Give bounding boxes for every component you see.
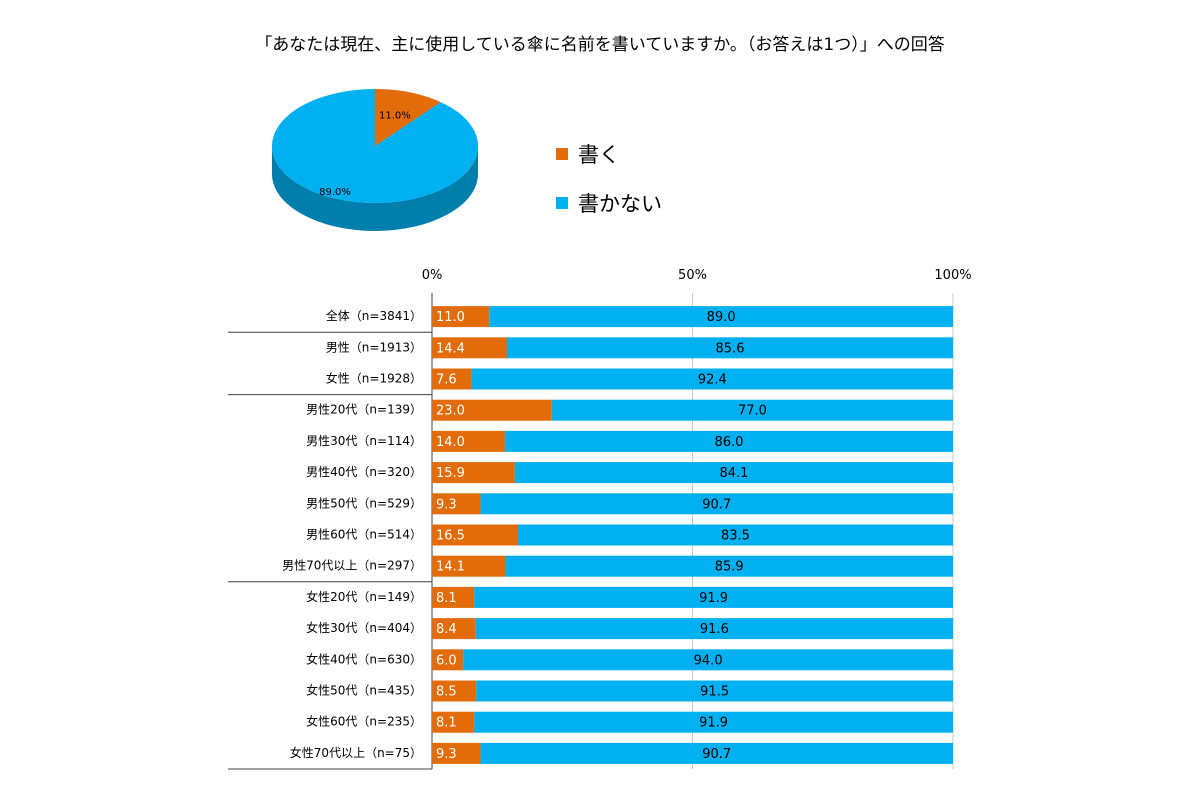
bar-kaku-1 — [432, 337, 508, 359]
bar-value-kakanai-3: 77.0 — [738, 404, 767, 419]
bar-kakanai-3 — [551, 399, 953, 421]
category-label-7: 男性60代（n=514） — [306, 528, 422, 542]
bar-kaku-8 — [432, 555, 506, 577]
bar-kaku-10 — [432, 618, 476, 640]
pie-side-wall — [272, 146, 478, 231]
bar-kakanai-7 — [517, 524, 953, 546]
bar-value-kakanai-5: 84.1 — [719, 466, 748, 481]
bar-value-kaku-4: 14.0 — [436, 435, 465, 450]
bar-value-kakanai-10: 91.6 — [700, 622, 729, 637]
category-label-3: 男性20代（n=139） — [306, 403, 422, 417]
bar-kakanai-9 — [474, 586, 953, 608]
bar-kakanai-0 — [489, 306, 953, 328]
bar-value-kakanai-4: 86.0 — [714, 435, 743, 450]
bar-kaku-12 — [432, 680, 477, 702]
bar-value-kakanai-6: 90.7 — [702, 497, 731, 512]
bar-kakanai-11 — [463, 649, 953, 671]
pie-label-0: 11.0% — [379, 110, 411, 121]
pie-slice-1 — [272, 89, 478, 203]
bar-kaku-13 — [432, 711, 475, 733]
bar-kaku-3 — [432, 399, 552, 421]
bar-value-kakanai-7: 83.5 — [721, 529, 750, 544]
category-label-5: 男性40代（n=320） — [306, 465, 422, 479]
category-label-10: 女性30代（n=404） — [306, 620, 422, 635]
legend: 書く 書かない — [556, 140, 662, 238]
bar-value-kaku-11: 6.0 — [436, 653, 457, 668]
x-tick-label-0: 0% — [422, 268, 443, 283]
legend-swatch-kakanai — [556, 197, 568, 209]
pie-slice-0 — [375, 89, 441, 146]
legend-item-kaku: 書く — [556, 140, 662, 168]
bar-value-kakanai-0: 89.0 — [707, 310, 736, 325]
x-tick-label-1: 50% — [678, 268, 707, 283]
bar-kaku-9 — [432, 586, 475, 608]
bar-kakanai-4 — [504, 430, 953, 452]
legend-item-kakanai: 書かない — [556, 189, 662, 217]
bar-value-kakanai-1: 85.6 — [716, 341, 745, 356]
bar-kakanai-1 — [507, 337, 953, 359]
bar-kakanai-5 — [514, 462, 953, 484]
category-label-9: 女性20代（n=149） — [306, 589, 422, 604]
chart-title: 「あなたは現在、主に使用している傘に名前を書いていますか。（お答えは1つ）」への… — [255, 35, 945, 55]
bar-value-kakanai-9: 91.9 — [699, 591, 728, 606]
category-label-2: 女性（n=1928） — [326, 371, 422, 386]
pie-chart: 11.0% 89.0% — [272, 89, 478, 231]
category-label-11: 女性40代（n=630） — [306, 651, 422, 666]
category-label-1: 男性（n=1913） — [326, 340, 422, 354]
bar-value-kaku-5: 15.9 — [436, 466, 465, 481]
bar-value-kaku-3: 23.0 — [436, 404, 465, 419]
bar-value-kakanai-2: 92.4 — [698, 373, 727, 388]
bar-value-kakanai-12: 91.5 — [700, 685, 729, 700]
bar-kakanai-8 — [505, 555, 953, 577]
bar-value-kaku-9: 8.1 — [436, 591, 457, 606]
bar-kakanai-12 — [476, 680, 953, 702]
category-label-6: 男性50代（n=529） — [306, 496, 422, 510]
legend-label-kakanai: 書かない — [578, 192, 662, 216]
bar-kaku-0 — [432, 306, 490, 328]
bar-kaku-14 — [432, 742, 481, 764]
bar-value-kaku-14: 9.3 — [436, 747, 457, 762]
bar-kaku-7 — [432, 524, 518, 546]
bar-kaku-5 — [432, 462, 515, 484]
bar-kakanai-14 — [480, 742, 953, 764]
legend-label-kaku: 書く — [578, 143, 620, 167]
bar-kakanai-13 — [474, 711, 953, 733]
bar-value-kaku-6: 9.3 — [436, 497, 457, 512]
category-label-4: 男性30代（n=114） — [306, 434, 422, 448]
bar-value-kaku-7: 16.5 — [436, 529, 465, 544]
bar-kaku-4 — [432, 430, 505, 452]
category-label-12: 女性50代（n=435） — [306, 683, 422, 698]
bar-kaku-2 — [432, 368, 472, 390]
x-tick-label-2: 100% — [934, 268, 971, 283]
bar-value-kakanai-11: 94.0 — [694, 653, 723, 668]
bar-value-kaku-12: 8.5 — [436, 685, 457, 700]
pie-label-1: 89.0% — [319, 187, 351, 198]
bar-kaku-11 — [432, 649, 464, 671]
bar-value-kaku-13: 8.1 — [436, 716, 457, 731]
bar-value-kakanai-14: 90.7 — [702, 747, 731, 762]
bar-value-kaku-1: 14.4 — [436, 341, 465, 356]
bar-value-kaku-8: 14.1 — [436, 560, 465, 575]
bar-value-kaku-2: 7.6 — [436, 373, 457, 388]
legend-swatch-kaku — [556, 148, 568, 160]
bar-value-kaku-10: 8.4 — [436, 622, 457, 637]
bar-value-kaku-0: 11.0 — [436, 310, 465, 325]
category-label-8: 男性70代以上（n=297） — [282, 559, 422, 573]
category-label-0: 全体（n=3841） — [326, 308, 422, 323]
bar-kakanai-2 — [471, 368, 953, 390]
category-label-14: 女性70代以上（n=75） — [290, 745, 422, 760]
bar-kaku-6 — [432, 493, 481, 515]
bar-kakanai-6 — [480, 493, 953, 515]
bar-value-kakanai-13: 91.9 — [699, 716, 728, 731]
bar-kakanai-10 — [475, 618, 953, 640]
category-label-13: 女性60代（n=235） — [306, 714, 422, 729]
bar-value-kakanai-8: 85.9 — [715, 560, 744, 575]
